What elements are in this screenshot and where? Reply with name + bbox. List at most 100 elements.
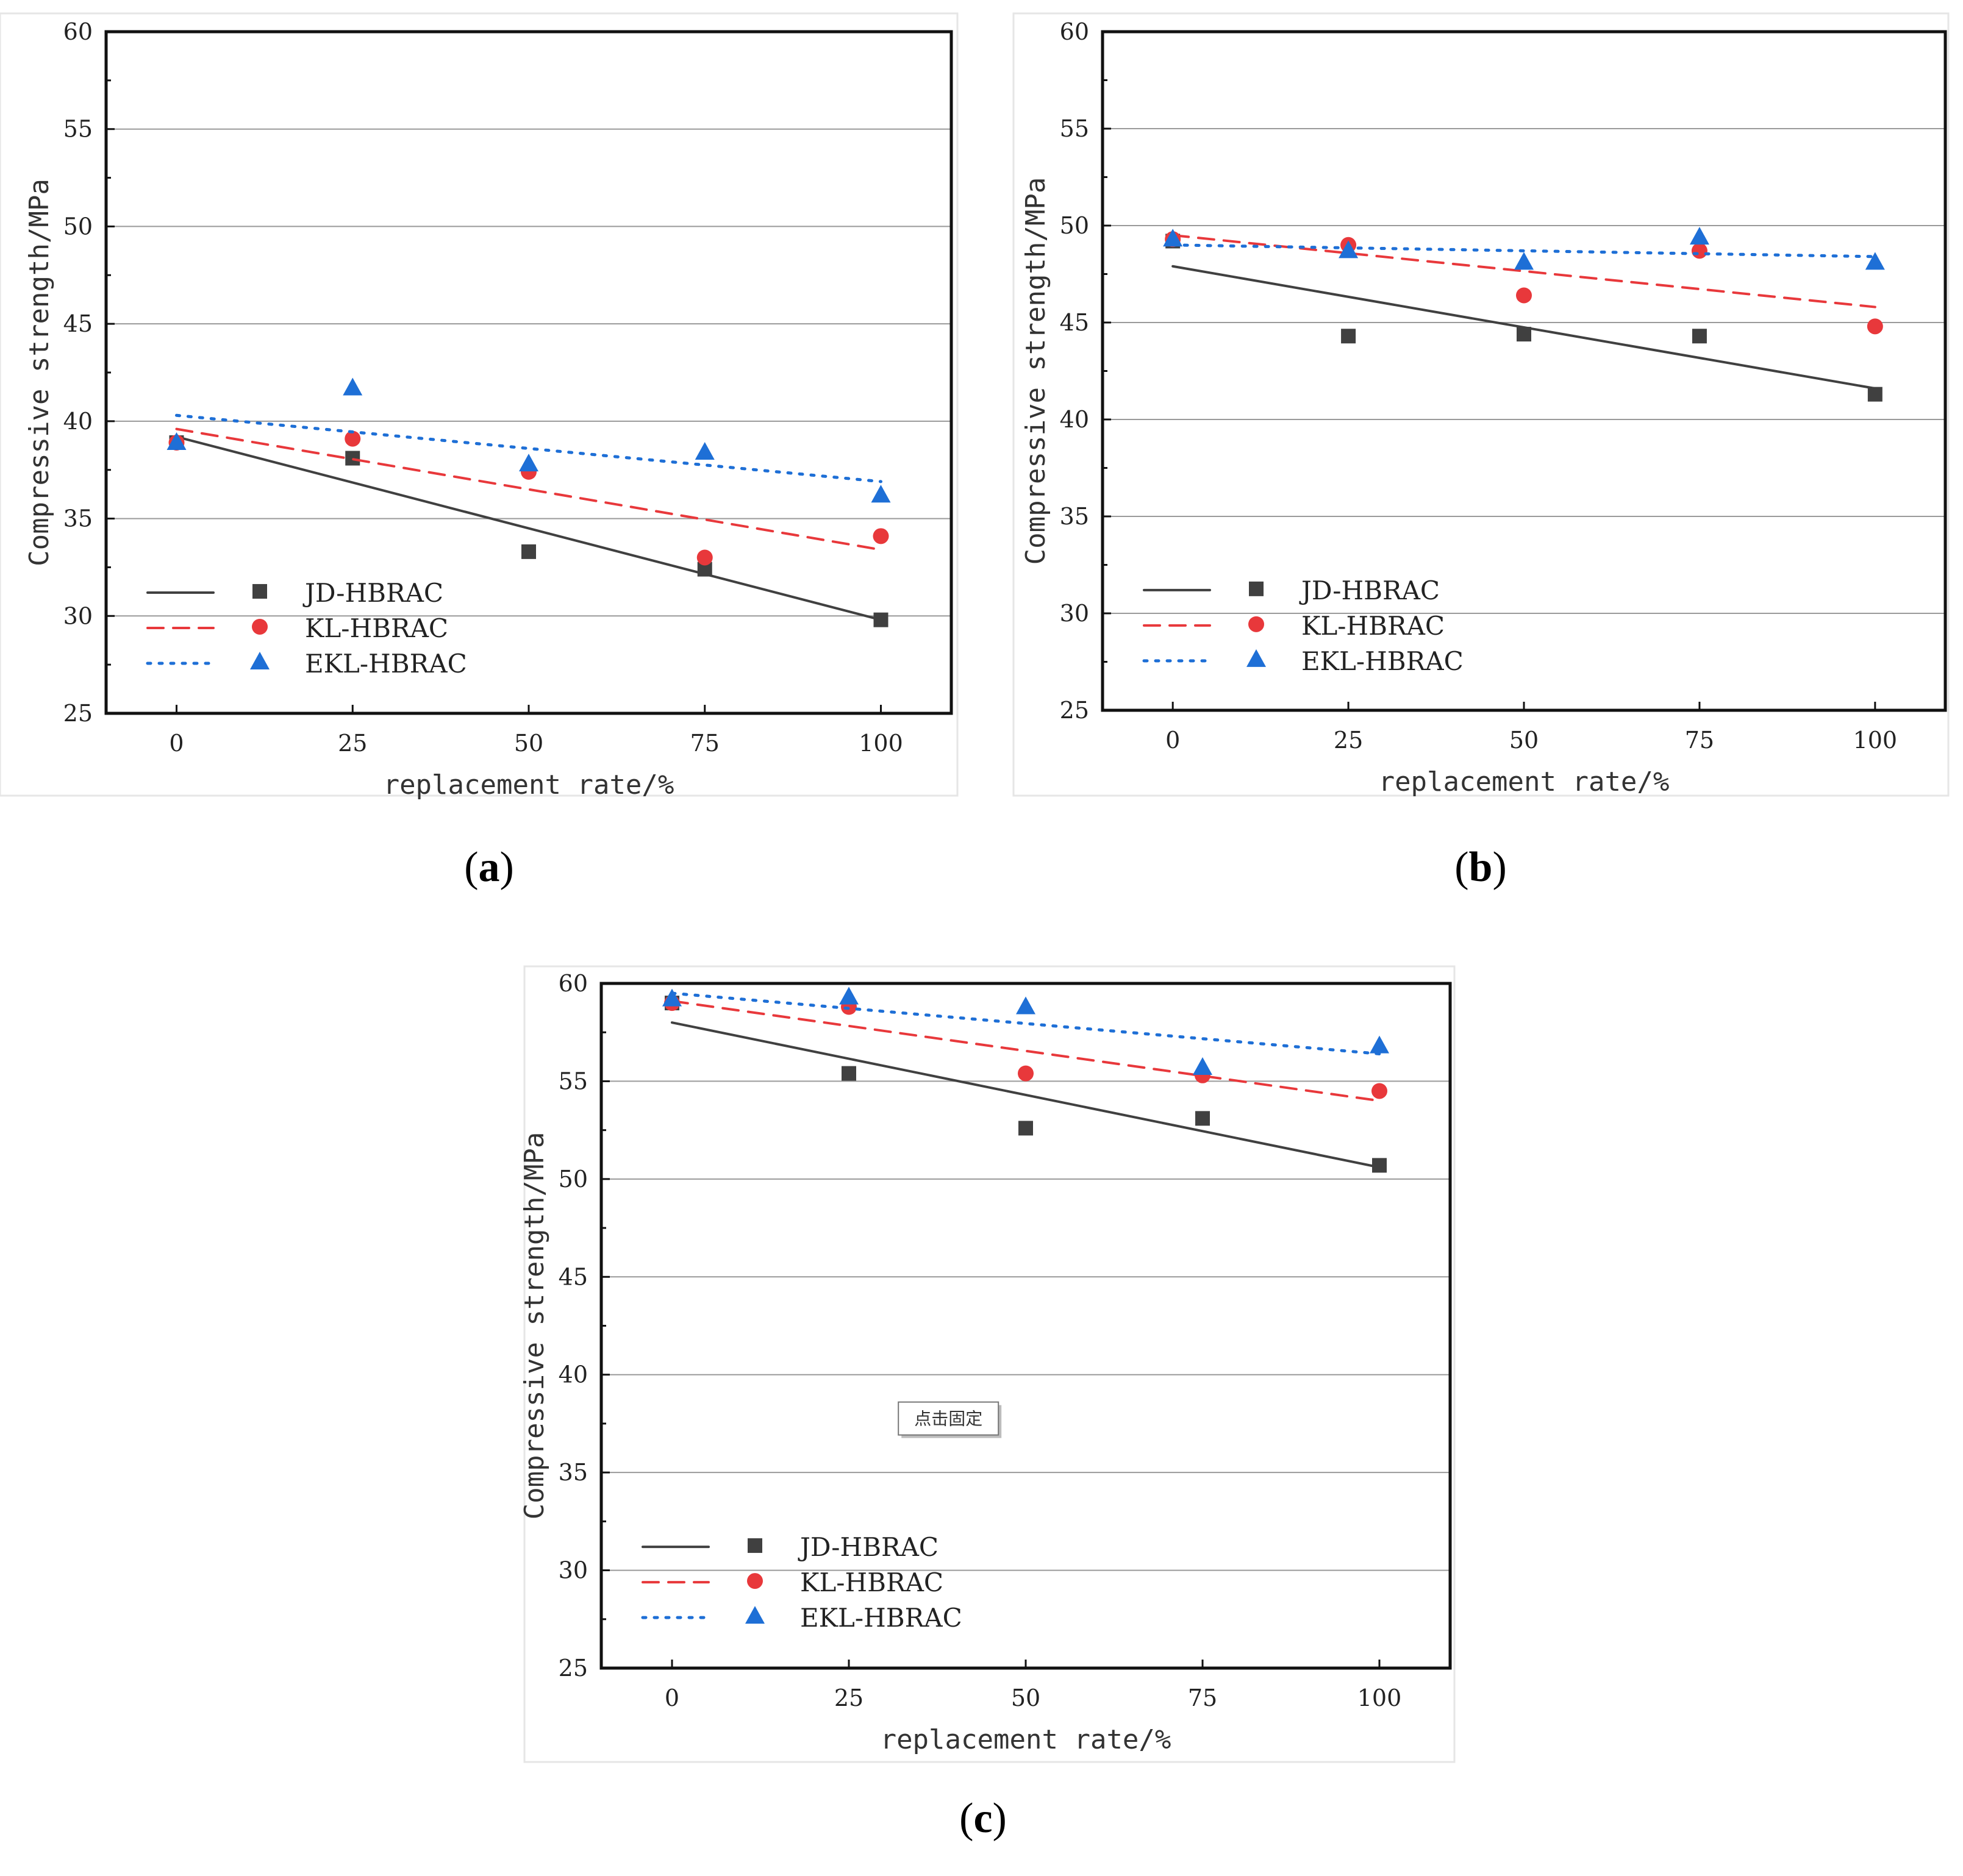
panel-frame [523, 965, 1456, 1763]
y-tick-label: 60 [1060, 18, 1089, 45]
data-point [873, 528, 889, 544]
data-point [696, 549, 713, 566]
series-ekl-hbrac [662, 986, 1389, 1075]
y-tick-label: 40 [1060, 406, 1089, 433]
y-tick-label: 30 [1060, 600, 1089, 627]
y-tick-label: 35 [63, 505, 93, 532]
data-point [1517, 327, 1531, 342]
caption-letter: a [479, 844, 500, 891]
data-point [1692, 329, 1707, 344]
data-point [1018, 1121, 1033, 1136]
y-tick-label: 50 [1060, 212, 1089, 239]
legend-marker [252, 618, 268, 635]
data-point [1689, 227, 1709, 245]
data-point [1341, 329, 1356, 344]
x-tick-label: 75 [1188, 1685, 1217, 1711]
data-point [1163, 229, 1183, 247]
data-point [1016, 996, 1035, 1015]
legend-marker [748, 1538, 762, 1553]
chart-panel-a: 25 30 35 40 45 50 55 60 0 25 50 75 100 replacement ra… [0, 12, 959, 891]
data-point [1339, 240, 1359, 259]
y-axis-label: Compressive strength/MPa [24, 179, 55, 566]
legend: JD-HBRAC KL-HBRAC EKL-HBRAC [146, 578, 467, 679]
panel-caption: (c) [959, 1795, 1007, 1842]
data-point [166, 432, 187, 450]
panel-caption: (a) [464, 844, 514, 891]
fit-line [175, 427, 882, 551]
legend-marker [1249, 581, 1264, 596]
x-tick-label: 50 [1011, 1685, 1040, 1711]
tooltip-text: 点击固定 [914, 1409, 982, 1429]
y-tick-label: 40 [63, 408, 93, 435]
x-tick-label: 100 [1357, 1685, 1402, 1711]
data-point [1195, 1111, 1210, 1126]
x-tick-label: 0 [169, 730, 184, 757]
y-tick-label: 60 [63, 18, 93, 45]
chart-panel-b: 25 30 35 40 45 50 55 60 0 25 50 75 100 replacement ra… [1012, 12, 1950, 891]
caption-letter: c [973, 1795, 992, 1842]
plot-area [104, 30, 953, 715]
legend-marker [747, 1573, 763, 1589]
series-jd-hbrac [665, 996, 1387, 1173]
data-point [345, 430, 361, 447]
fit-line [175, 435, 882, 621]
data-point [1193, 1057, 1212, 1075]
plot-area [1101, 30, 1947, 712]
fit-line [175, 413, 882, 483]
y-tick-label: 55 [63, 116, 93, 143]
caption-paren-close: ) [500, 844, 514, 891]
y-tick-label: 45 [1060, 309, 1089, 336]
data-point [1372, 1158, 1387, 1173]
y-tick-label: 30 [63, 602, 93, 629]
x-tick-label: 25 [338, 730, 367, 757]
data-point [695, 441, 715, 460]
y-tick-label: 40 [559, 1361, 588, 1388]
legend: JD-HBRAC KL-HBRAC EKL-HBRAC [1142, 576, 1464, 676]
y-tick-label: 25 [1060, 697, 1089, 724]
x-axis-label: replacement rate/% [384, 769, 674, 801]
data-point [1514, 252, 1534, 270]
legend-label: KL-HBRAC [305, 613, 448, 643]
panel-frame [1012, 12, 1950, 797]
data-point [1018, 1065, 1034, 1082]
data-point [1691, 243, 1707, 259]
data-point [1370, 1035, 1389, 1054]
caption-paren-open: ( [1454, 844, 1468, 891]
caption-paren-open: ( [464, 844, 478, 891]
tooltip-box [898, 1401, 999, 1436]
legend-label: KL-HBRAC [1301, 611, 1445, 641]
y-tick-label: 50 [63, 213, 93, 240]
legend-marker [252, 583, 267, 599]
caption-paren-open: ( [959, 1795, 973, 1842]
legend-label: JD-HBRAC [798, 1532, 939, 1562]
legend-label: JD-HBRAC [1299, 576, 1440, 605]
x-tick-label: 0 [1165, 727, 1180, 754]
y-tick-label: 60 [559, 970, 588, 997]
data-point [1516, 287, 1532, 304]
y-tick-label: 45 [63, 310, 93, 337]
y-tick-label: 50 [559, 1166, 588, 1193]
legend-marker [1248, 616, 1264, 632]
y-axis-label: Compressive strength/MPa [519, 1132, 550, 1520]
x-tick-label: 100 [1853, 727, 1898, 754]
y-tick-label: 45 [559, 1263, 588, 1290]
data-point [345, 451, 360, 466]
x-tick-label: 75 [1685, 727, 1714, 754]
x-tick-label: 100 [859, 730, 903, 757]
data-point [871, 485, 891, 503]
series-ekl-hbrac [1163, 227, 1885, 270]
data-point [521, 544, 536, 559]
legend-marker [1246, 649, 1266, 667]
caption-letter: b [1469, 844, 1493, 891]
data-point [873, 612, 889, 627]
data-point [519, 454, 538, 472]
x-axis-label: replacement rate/% [1379, 766, 1670, 797]
panel-caption: (b) [1454, 844, 1507, 891]
series-ekl-hbrac [166, 377, 891, 503]
chart-panel-c: 25 30 35 40 45 50 55 60 0 25 50 75 100 replacement ra… [519, 965, 1456, 1842]
plot-area [599, 982, 1452, 1670]
fit-line [671, 999, 1381, 1102]
legend-label: KL-HBRAC [800, 1567, 943, 1597]
data-point [839, 986, 859, 1005]
